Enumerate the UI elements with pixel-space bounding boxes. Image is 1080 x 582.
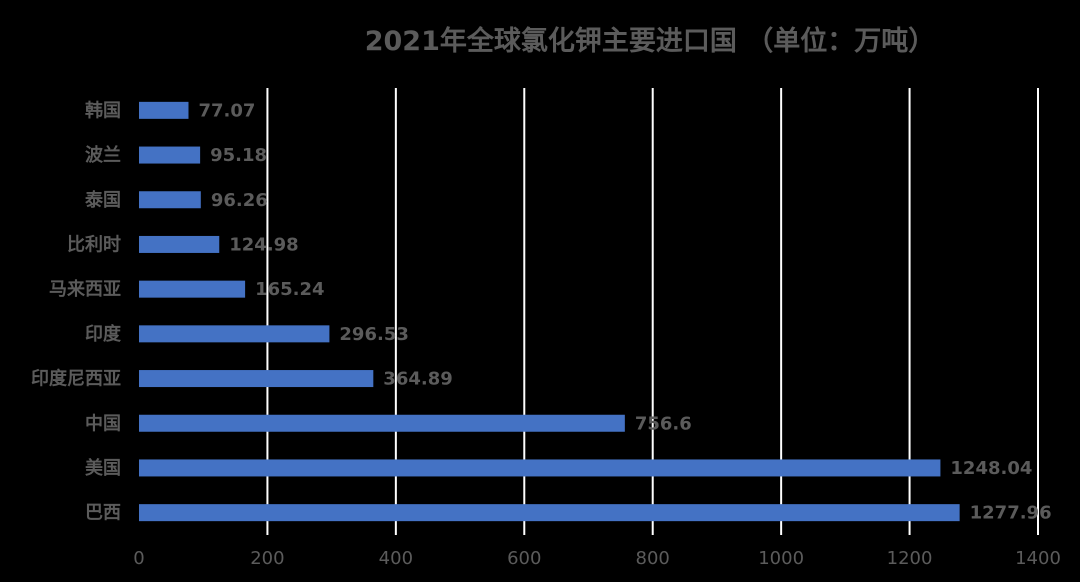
bar-6 xyxy=(139,325,330,343)
bar-7 xyxy=(139,370,374,388)
data-label: 77.07 xyxy=(198,100,255,121)
category-label: 泰国 xyxy=(84,189,121,211)
data-label: 165.24 xyxy=(255,279,324,300)
x-tick-label: 1200 xyxy=(887,548,933,569)
category-label: 印度 xyxy=(85,323,122,345)
x-tick-labels: 0 200 400 600 800 1000 1200 1400 xyxy=(133,548,1061,569)
category-label: 马来西亚 xyxy=(49,279,121,300)
category-label: 比利时 xyxy=(67,233,121,255)
x-tick-label: 400 xyxy=(379,548,413,569)
category-label: 印度尼西亚 xyxy=(31,368,121,390)
data-label: 364.89 xyxy=(383,369,452,390)
bar-9 xyxy=(139,459,941,477)
category-label: 韩国 xyxy=(85,99,121,121)
bar-2 xyxy=(139,146,201,164)
x-tick-label: 600 xyxy=(507,548,541,569)
x-tick-label: 800 xyxy=(636,548,670,569)
data-labels: 77.07 95.18 96.26 124.98 165.24 296.53 364.89 7… xyxy=(198,100,1051,523)
bar-1 xyxy=(139,101,189,119)
bars xyxy=(139,101,960,522)
data-label: 296.53 xyxy=(339,324,408,345)
data-label: 1248.04 xyxy=(950,458,1032,479)
category-label: 中国 xyxy=(85,412,121,434)
data-label: 95.18 xyxy=(210,145,267,166)
category-label: 美国 xyxy=(85,457,121,479)
category-label: 巴西 xyxy=(85,503,121,524)
data-label: 124.98 xyxy=(229,234,298,255)
chart-title: 2021年全球氯化钾主要进口国 （单位：万吨） xyxy=(365,25,936,57)
data-label: 756.6 xyxy=(635,413,692,434)
x-tick-label: 0 xyxy=(133,548,144,569)
bar-5 xyxy=(139,280,246,298)
x-tick-label: 1000 xyxy=(758,548,804,569)
bar-10 xyxy=(139,504,960,522)
category-label: 波兰 xyxy=(85,144,121,166)
x-tick-label: 1400 xyxy=(1015,548,1061,569)
bar-3 xyxy=(139,191,201,209)
data-label: 1277.96 xyxy=(970,503,1052,524)
bar-4 xyxy=(139,235,220,253)
x-tick-label: 200 xyxy=(250,548,284,569)
data-label: 96.26 xyxy=(211,190,268,211)
bar-8 xyxy=(139,414,625,432)
